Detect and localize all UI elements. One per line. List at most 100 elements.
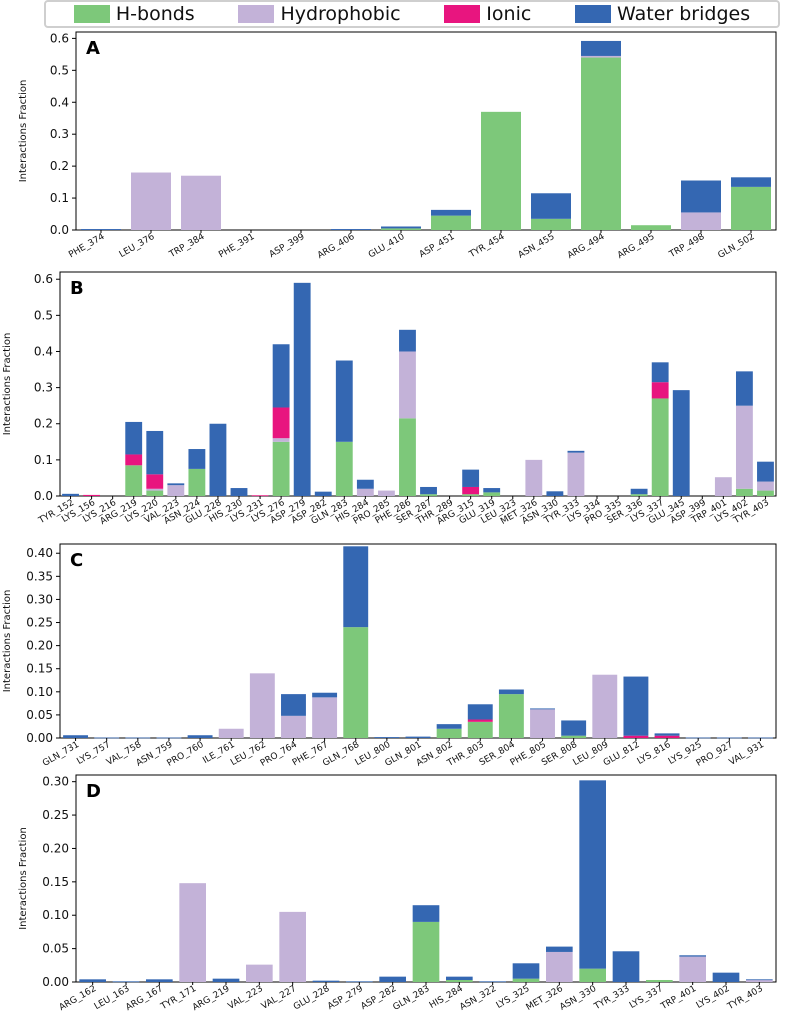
bar-segment: [481, 111, 521, 230]
bar-segment: [672, 390, 690, 496]
bar-segment: [146, 474, 164, 489]
y-axis-label: Interactions Fraction: [18, 80, 29, 183]
bar-segment: [685, 737, 711, 739]
bar-segment: [746, 979, 773, 982]
bar-segment: [331, 229, 371, 230]
y-tick-label: 0.10: [26, 685, 53, 699]
x-tick-label: TRP_401: [659, 984, 699, 1011]
bar-segment: [462, 486, 480, 495]
bar-segment: [405, 736, 431, 738]
chart-panel-c: 0.00 0.05 0.10 0.15 0.20 0.25 0.30 0.35 0.40 Inte…: [2, 543, 777, 769]
bar-segment: [561, 720, 587, 736]
y-tick-label: 0.05: [42, 942, 69, 956]
bar-segment: [346, 981, 373, 983]
bar-segment: [187, 735, 213, 738]
x-tick-label: TYR_454: [467, 232, 507, 261]
bar-segment: [623, 676, 649, 736]
bar-segment: [567, 450, 585, 453]
bar-segment: [62, 493, 79, 496]
bar-segment: [467, 704, 493, 720]
bar-segment: [399, 418, 416, 496]
x-tick-label: PHE_374: [67, 232, 106, 261]
legend-label-ionic: Ionic: [486, 3, 532, 25]
bar-segment: [335, 441, 353, 496]
bar-segment: [420, 494, 437, 496]
y-tick-label: 0.15: [26, 662, 53, 676]
bar-segment: [125, 454, 143, 466]
x-tick-label: ARG_219: [191, 984, 232, 1011]
bar-segment: [381, 228, 421, 230]
bar-segment: [679, 955, 706, 957]
y-tick-label: 0.20: [26, 639, 53, 653]
bar-segment: [125, 421, 143, 455]
bar-segment: [377, 490, 395, 496]
bar-segment: [467, 719, 493, 722]
bar-segment: [125, 465, 143, 496]
bar-segment: [646, 979, 673, 982]
x-tick-label: LYS_816: [636, 740, 673, 767]
x-tick-label: TYR_333: [592, 984, 632, 1011]
bar-segment: [747, 737, 773, 739]
y-tick-label: 0.4: [34, 344, 53, 358]
legend-item-hbonds: H-bonds: [73, 3, 195, 25]
panel-label: C: [70, 550, 83, 571]
legend-label-hbonds: H-bonds: [115, 3, 195, 25]
y-tick-label: 0.15: [42, 875, 69, 889]
bar-segment: [399, 329, 416, 352]
bar-segment: [167, 485, 185, 496]
y-tick-label: 0.6: [34, 272, 53, 286]
bar-segment: [281, 715, 306, 738]
bar-segment: [146, 488, 164, 491]
panel-label: D: [86, 781, 101, 802]
bar-segment: [399, 351, 416, 419]
bar-segment: [546, 951, 573, 982]
y-axis-label: Interactions Fraction: [2, 333, 13, 436]
bar-segment: [530, 708, 555, 710]
bar-segment: [446, 976, 473, 980]
bar-segment: [579, 780, 606, 969]
bar-segment: [218, 728, 244, 738]
bar-segment: [651, 398, 669, 496]
y-tick-label: 0.1: [50, 191, 69, 205]
plot-frame: [59, 543, 777, 739]
y-tick-label: 0.35: [26, 569, 53, 583]
bar-segment: [81, 229, 121, 230]
bar-segment: [272, 344, 290, 408]
x-tick-label: ASN_455: [517, 232, 557, 261]
bar-segment: [654, 733, 680, 736]
bar-segment: [579, 968, 606, 982]
bar-segment: [312, 692, 338, 698]
bar-segment: [314, 491, 332, 496]
x-tick-label: ASP_399: [268, 232, 307, 260]
bar-segment: [681, 212, 721, 230]
plot-frame: [75, 31, 777, 231]
bar-segment: [581, 57, 621, 230]
y-tick-label: 0.20: [42, 841, 69, 855]
bar-segment: [272, 441, 290, 496]
bar-segment: [581, 40, 621, 56]
bar-segment: [651, 362, 669, 383]
x-tick-label: ASP_451: [418, 232, 457, 260]
y-axis-label: Interactions Fraction: [18, 827, 29, 930]
panel-label: B: [70, 278, 84, 299]
x-tick-label: LYS_337: [628, 984, 665, 1011]
x-tick-label: TYR_403: [725, 984, 765, 1011]
y-tick-label: 0.30: [42, 775, 69, 789]
y-tick-label: 0.6: [50, 31, 69, 45]
legend-label-hydrophobic: Hydrophobic: [280, 3, 401, 25]
bar-segment: [479, 981, 506, 983]
bar-segment: [356, 488, 374, 496]
bar-segment: [735, 371, 753, 406]
x-tick-label: LEU_376: [118, 232, 157, 260]
x-tick-label: GLU_812: [602, 740, 641, 769]
bar-segment: [251, 495, 269, 497]
bar-segment: [446, 979, 473, 982]
bar-segment: [735, 405, 753, 489]
bar-segment: [356, 479, 374, 489]
bar-segment: [179, 883, 206, 982]
bar-segment: [581, 55, 621, 58]
legend-swatch-hydrophobic: [238, 5, 275, 23]
bar-segment: [757, 461, 774, 482]
y-tick-label: 0.25: [26, 616, 53, 630]
bar-segment: [630, 494, 648, 496]
